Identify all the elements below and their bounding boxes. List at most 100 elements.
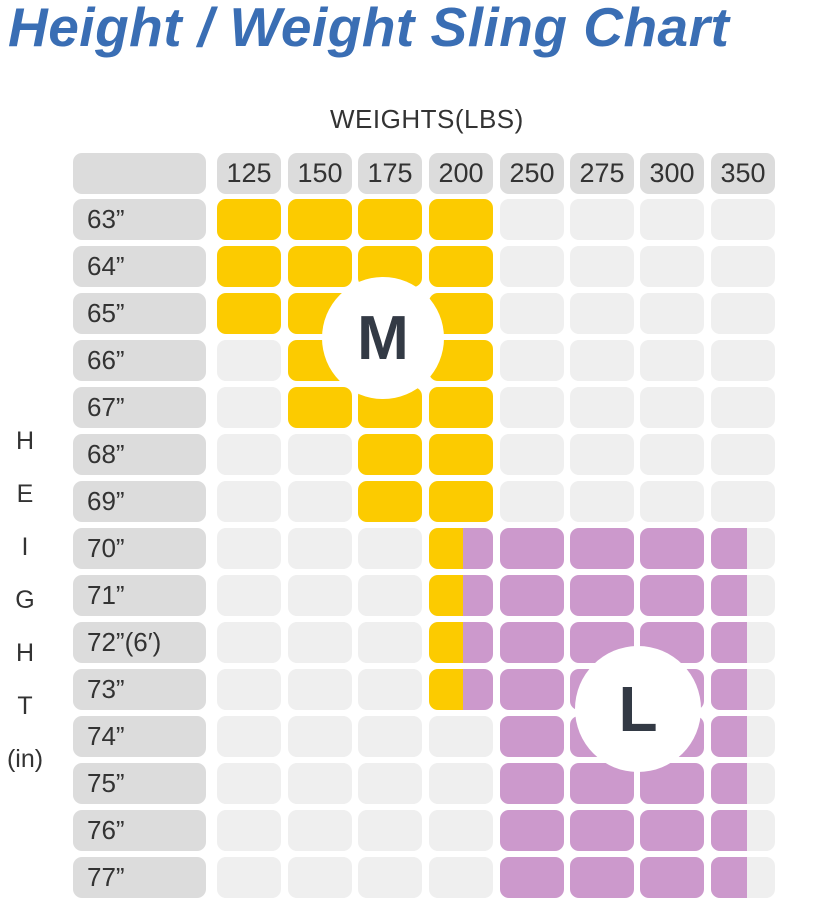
size-cell-l xyxy=(463,528,493,569)
size-cell-l xyxy=(711,622,747,663)
size-cell-l xyxy=(711,669,747,710)
size-cell-empty xyxy=(217,481,281,522)
size-cell-l xyxy=(463,575,493,616)
size-badge-m: M xyxy=(322,277,444,399)
row-header: 74” xyxy=(73,716,206,757)
size-cell-m xyxy=(217,199,281,240)
size-cell-empty xyxy=(711,293,775,334)
row-header: 63” xyxy=(73,199,206,240)
size-cell-m xyxy=(429,434,493,475)
size-cell-empty xyxy=(500,481,564,522)
size-cell-empty xyxy=(711,434,775,475)
size-cell-empty xyxy=(500,199,564,240)
size-cell-empty xyxy=(288,481,352,522)
size-cell-l xyxy=(711,810,747,851)
size-cell-m xyxy=(288,199,352,240)
y-axis-letter: E xyxy=(16,480,34,508)
row-header: 73” xyxy=(73,669,206,710)
size-cell-empty xyxy=(358,622,422,663)
y-axis-letter: (in) xyxy=(6,745,44,773)
size-cell-empty xyxy=(217,528,281,569)
size-cell-l xyxy=(570,528,634,569)
column-header: 300 xyxy=(640,153,704,194)
size-cell-empty xyxy=(358,763,422,804)
size-cell-l xyxy=(570,575,634,616)
size-cell-l xyxy=(640,528,704,569)
size-cell-l xyxy=(500,622,564,663)
column-header: 350 xyxy=(711,153,775,194)
y-axis-letter: I xyxy=(21,533,29,561)
size-cell-m xyxy=(429,199,493,240)
size-cell-empty xyxy=(288,669,352,710)
size-cell-empty xyxy=(570,293,634,334)
row-header: 64” xyxy=(73,246,206,287)
row-header: 67” xyxy=(73,387,206,428)
size-cell-empty xyxy=(288,622,352,663)
size-cell-l xyxy=(570,810,634,851)
size-cell-l xyxy=(500,575,564,616)
size-cell-empty xyxy=(358,669,422,710)
column-header: 250 xyxy=(500,153,564,194)
size-cell-empty xyxy=(640,434,704,475)
y-axis-letter: T xyxy=(17,692,33,720)
size-cell-empty xyxy=(711,481,775,522)
size-cell-empty xyxy=(500,434,564,475)
size-cell-empty xyxy=(640,246,704,287)
size-cell-empty xyxy=(570,481,634,522)
size-cell-l xyxy=(640,810,704,851)
x-axis-label: WEIGHTS(LBS) xyxy=(330,104,524,134)
size-cell-l xyxy=(500,528,564,569)
size-cell-empty xyxy=(217,716,281,757)
size-cell-l xyxy=(570,857,634,898)
size-cell-empty xyxy=(358,810,422,851)
size-cell-empty xyxy=(429,810,493,851)
size-cell-empty xyxy=(570,199,634,240)
size-cell-empty xyxy=(500,387,564,428)
size-cell-empty xyxy=(288,434,352,475)
size-cell-m xyxy=(288,246,352,287)
size-cell-empty xyxy=(640,293,704,334)
size-cell-empty xyxy=(288,716,352,757)
size-cell-l xyxy=(711,575,747,616)
size-cell-empty xyxy=(288,857,352,898)
size-cell-empty xyxy=(358,528,422,569)
row-header: 77” xyxy=(73,857,206,898)
row-header: 69” xyxy=(73,481,206,522)
size-cell-l xyxy=(711,716,747,757)
size-cell-empty xyxy=(711,246,775,287)
size-cell-empty xyxy=(358,857,422,898)
size-cell-empty xyxy=(500,293,564,334)
size-cell-l xyxy=(500,857,564,898)
size-cell-empty xyxy=(217,857,281,898)
size-cell-m xyxy=(429,622,463,663)
size-cell-empty xyxy=(217,340,281,381)
size-cell-l xyxy=(500,716,564,757)
column-header: 175 xyxy=(358,153,422,194)
size-cell-empty xyxy=(288,810,352,851)
size-cell-m xyxy=(429,387,493,428)
column-header: 275 xyxy=(570,153,634,194)
size-cell-empty xyxy=(217,434,281,475)
column-header: 125 xyxy=(217,153,281,194)
size-cell-m xyxy=(288,387,352,428)
size-cell-m xyxy=(429,575,463,616)
size-cell-empty xyxy=(358,575,422,616)
row-header: 76” xyxy=(73,810,206,851)
size-cell-l xyxy=(640,857,704,898)
size-cell-empty xyxy=(640,340,704,381)
corner-header xyxy=(73,153,206,194)
row-header: 72”(6′) xyxy=(73,622,206,663)
size-cell-empty xyxy=(429,716,493,757)
size-cell-empty xyxy=(217,669,281,710)
size-cell-m xyxy=(429,528,463,569)
size-cell-m xyxy=(358,434,422,475)
size-cell-empty xyxy=(570,246,634,287)
size-cell-empty xyxy=(640,199,704,240)
size-cell-m xyxy=(429,669,463,710)
size-cell-l xyxy=(711,857,747,898)
size-cell-empty xyxy=(217,622,281,663)
size-cell-empty xyxy=(570,340,634,381)
size-cell-empty xyxy=(429,763,493,804)
size-cell-empty xyxy=(500,340,564,381)
size-cell-l xyxy=(463,669,493,710)
